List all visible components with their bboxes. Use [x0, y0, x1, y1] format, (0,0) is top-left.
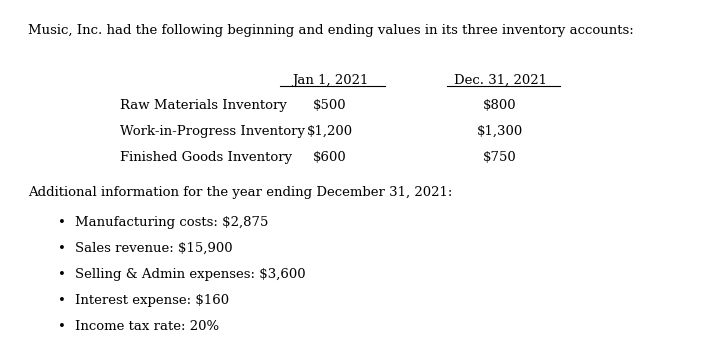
Text: Music, Inc. had the following beginning and ending values in its three inventory: Music, Inc. had the following beginning … [28, 24, 634, 37]
Text: $1,200: $1,200 [307, 125, 353, 138]
Text: Selling & Admin expenses: $3,600: Selling & Admin expenses: $3,600 [75, 268, 305, 281]
Text: Interest expense: $160: Interest expense: $160 [75, 294, 229, 307]
Text: •: • [58, 268, 66, 281]
Text: $800: $800 [483, 99, 517, 112]
Text: Dec. 31, 2021: Dec. 31, 2021 [454, 74, 546, 87]
Text: Manufacturing costs: $2,875: Manufacturing costs: $2,875 [75, 216, 269, 229]
Text: •: • [58, 216, 66, 229]
Text: •: • [58, 294, 66, 307]
Text: Finished Goods Inventory: Finished Goods Inventory [120, 151, 292, 164]
Text: Sales revenue: $15,900: Sales revenue: $15,900 [75, 242, 233, 255]
Text: Work-in-Progress Inventory: Work-in-Progress Inventory [120, 125, 305, 138]
Text: Income tax rate: 20%: Income tax rate: 20% [75, 320, 219, 333]
Text: $600: $600 [313, 151, 347, 164]
Text: •: • [58, 242, 66, 255]
Text: Additional information for the year ending December 31, 2021:: Additional information for the year endi… [28, 186, 452, 199]
Text: Raw Materials Inventory: Raw Materials Inventory [120, 99, 287, 112]
Text: $1,300: $1,300 [477, 125, 523, 138]
Text: Jan 1, 2021: Jan 1, 2021 [292, 74, 368, 87]
Text: $750: $750 [483, 151, 517, 164]
Text: $500: $500 [313, 99, 347, 112]
Text: •: • [58, 320, 66, 333]
